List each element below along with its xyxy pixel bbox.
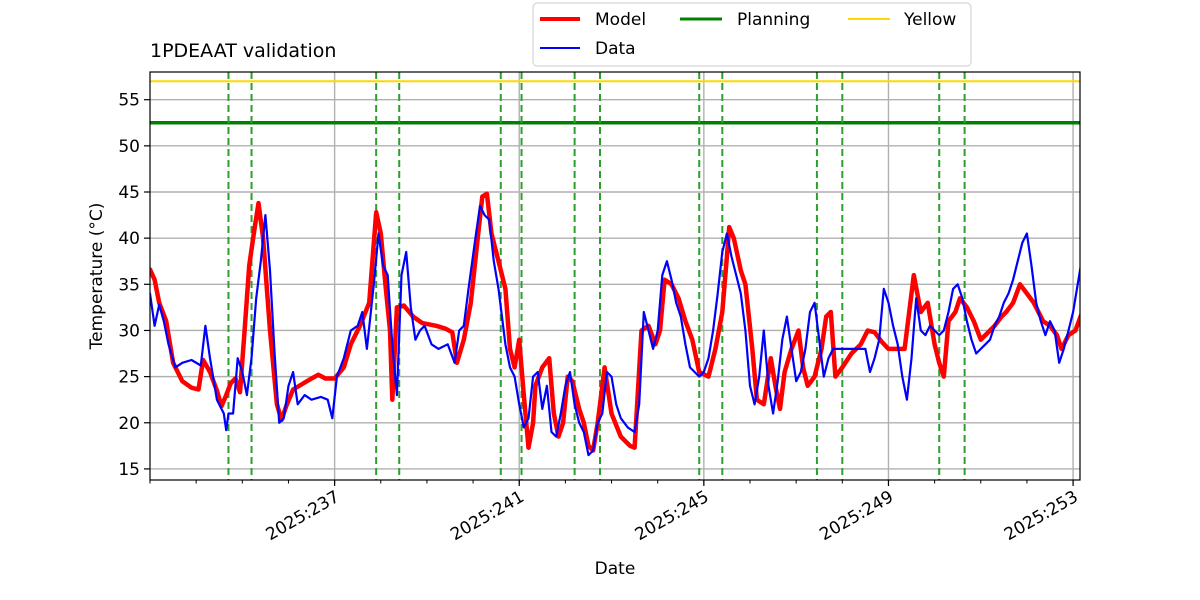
series-line-model xyxy=(150,191,1080,453)
y-tick-label: 45 xyxy=(118,183,140,203)
series-line-data xyxy=(150,204,1080,457)
y-tick-label: 25 xyxy=(118,368,140,388)
grid xyxy=(150,72,1080,480)
dashed-markers xyxy=(227,72,966,480)
legend: Model Data Planning Yellow xyxy=(532,2,972,67)
y-tick-label: 50 xyxy=(118,137,140,157)
y-tick-label: 30 xyxy=(118,321,140,341)
series-group xyxy=(150,191,1080,457)
threshold-lines xyxy=(150,80,1080,125)
x-axis-label: Date xyxy=(595,559,636,579)
legend-label-model: Model xyxy=(595,10,646,30)
legend-label-data: Data xyxy=(595,39,636,59)
y-tick-label: 20 xyxy=(118,414,140,434)
y-tick-label: 35 xyxy=(118,275,140,295)
plot-frame xyxy=(149,71,1081,481)
plot-area xyxy=(150,72,1080,480)
y-tick-label: 15 xyxy=(118,460,140,480)
legend-label-yellow: Yellow xyxy=(903,10,956,30)
chart-title: 1PDEAAT validation xyxy=(150,40,336,62)
y-axis-label: Temperature (°C) xyxy=(87,203,107,351)
y-tick-label: 55 xyxy=(118,91,140,111)
legend-label-planning: Planning xyxy=(737,10,810,30)
y-axis: 15 20 25 30 35 40 45 50 55 xyxy=(118,91,150,480)
y-tick-label: 40 xyxy=(118,229,140,249)
